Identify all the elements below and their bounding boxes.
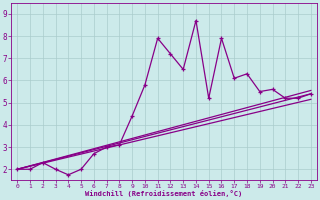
X-axis label: Windchill (Refroidissement éolien,°C): Windchill (Refroidissement éolien,°C) — [85, 190, 243, 197]
